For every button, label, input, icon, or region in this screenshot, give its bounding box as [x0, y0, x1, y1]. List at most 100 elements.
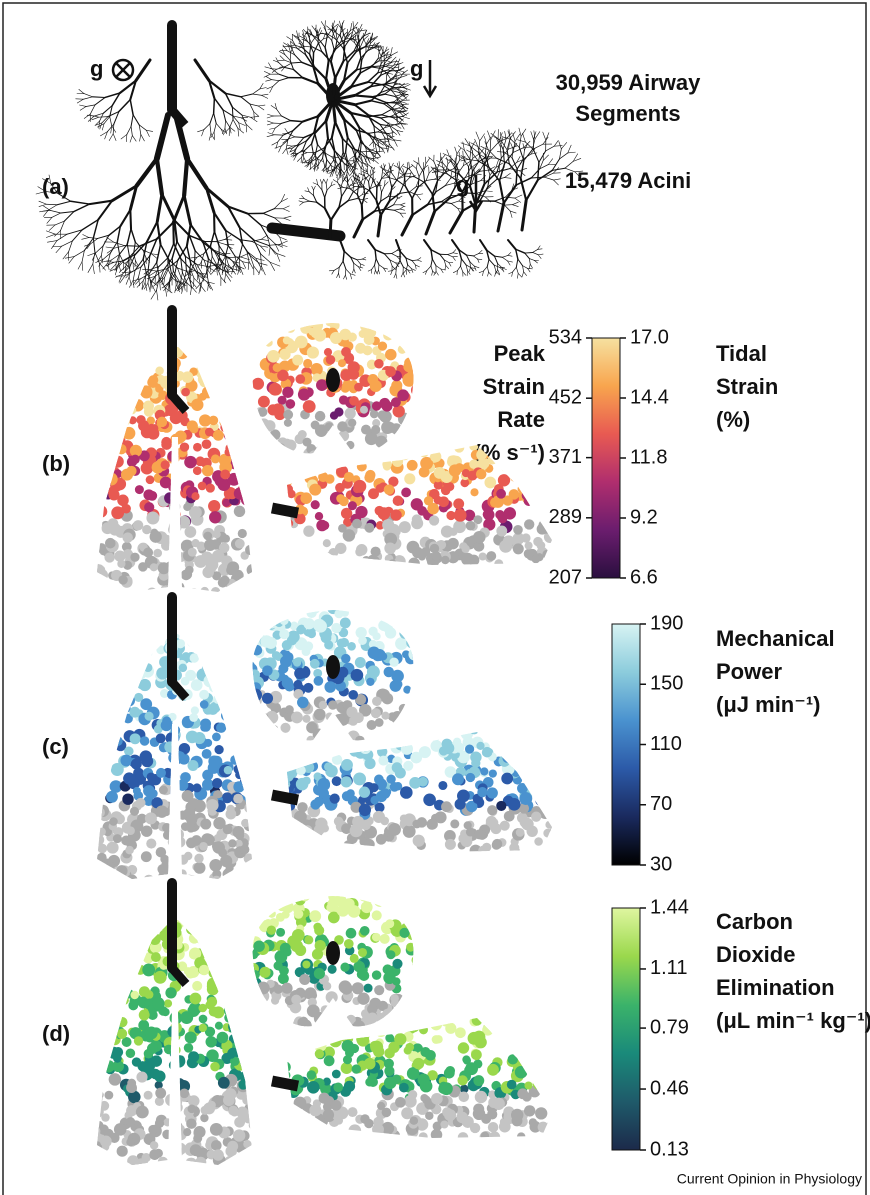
airway-branch	[81, 261, 84, 271]
airway-branch	[368, 134, 376, 145]
lung-voxel	[364, 432, 378, 446]
airway-branch	[402, 266, 408, 271]
airway-branch	[335, 25, 338, 33]
airway-branch	[297, 137, 305, 145]
airway-branch	[42, 178, 52, 184]
airway-branch	[521, 271, 524, 277]
airway-branch	[334, 42, 344, 51]
airway-branch	[281, 139, 289, 147]
lung-voxel	[306, 346, 319, 359]
airway-branch	[395, 124, 402, 129]
airway-branch	[282, 148, 287, 154]
airway-branch	[372, 141, 375, 148]
lung-voxel	[100, 355, 110, 364]
lung-voxel	[97, 753, 109, 766]
lung-voxel	[521, 467, 530, 476]
lung-voxel	[412, 445, 426, 449]
airway-branch	[153, 280, 160, 287]
airway-branch	[442, 153, 450, 157]
airway-branch	[232, 115, 242, 119]
lung-voxel	[383, 330, 394, 341]
lung-voxel	[88, 545, 96, 553]
lung-voxel	[238, 679, 247, 688]
airway-branch	[160, 192, 176, 222]
airway-branch	[473, 255, 478, 260]
lung-voxel	[119, 358, 132, 372]
airway-branch	[378, 141, 384, 146]
airway-branch	[306, 31, 310, 38]
lung-voxel	[558, 540, 566, 548]
airway-branch	[41, 210, 51, 212]
lung-voxel	[228, 642, 238, 652]
lung-voxel	[452, 773, 464, 786]
lung-voxel	[281, 640, 292, 651]
airway-branch	[282, 208, 290, 212]
airway-branch	[252, 88, 261, 95]
lung-voxel	[253, 812, 263, 822]
lung-voxel	[144, 990, 154, 1000]
lung-voxel	[253, 1067, 264, 1078]
lung-voxel	[97, 473, 110, 486]
lung-voxel	[379, 788, 391, 799]
airway-branch	[107, 252, 111, 264]
airway-branch	[468, 267, 471, 272]
airway-branch	[385, 145, 389, 153]
airway-branch	[360, 263, 365, 266]
lung-voxel	[149, 563, 158, 572]
airway-branch	[294, 144, 299, 152]
airway-branch	[506, 138, 511, 151]
lung-voxel	[125, 946, 139, 960]
airway-branch	[364, 32, 371, 36]
lung-voxel	[97, 363, 104, 376]
lung-voxel	[532, 732, 543, 743]
lung-voxel	[324, 741, 334, 751]
lung-voxel	[146, 416, 156, 425]
airway-branch	[400, 272, 404, 278]
lung-voxel	[253, 443, 266, 454]
lung-voxel	[200, 939, 213, 952]
airway-branch	[253, 239, 262, 255]
airway-branch	[346, 33, 351, 40]
airway-branch	[378, 269, 381, 275]
airway-branch	[302, 36, 305, 45]
lung-voxel	[460, 478, 470, 488]
lung-voxel	[130, 552, 140, 562]
lung-voxel	[287, 840, 295, 852]
airway-branch	[379, 185, 382, 193]
airway-branch	[232, 119, 239, 129]
airway-branch	[278, 145, 282, 153]
airway-branch	[487, 174, 491, 188]
airway-branch	[222, 109, 227, 121]
lung-voxel	[320, 520, 330, 530]
airway-branch	[456, 147, 462, 155]
airway-branch	[352, 268, 355, 274]
lung-voxel	[328, 700, 338, 710]
lung-voxel	[272, 612, 282, 622]
lung-voxel	[186, 908, 196, 918]
lung-voxel	[186, 335, 197, 346]
airway-branch	[485, 249, 490, 261]
lung-voxel	[224, 1156, 236, 1165]
airway-branch	[501, 136, 512, 140]
airway-branch	[360, 263, 362, 268]
gravity-label: g	[410, 56, 423, 81]
airway-branch	[113, 241, 126, 247]
lung-voxel	[224, 430, 235, 442]
colorbar-title: Peak	[494, 341, 546, 366]
panel-label: (b)	[42, 451, 70, 476]
airway-branch	[109, 267, 118, 272]
airway-branch	[283, 217, 291, 221]
airway-branch	[141, 282, 146, 291]
airway-branch	[340, 20, 345, 28]
airway-branch	[398, 107, 405, 110]
airway-branch	[384, 181, 389, 187]
airway-branch	[87, 263, 94, 273]
lung-voxel	[115, 366, 128, 380]
airway-branch	[95, 122, 103, 126]
lung-voxel	[527, 771, 541, 784]
airway-branch	[501, 267, 505, 273]
lung-voxel	[206, 799, 219, 812]
lung-voxel	[301, 833, 311, 844]
airway-branch	[507, 255, 513, 257]
lung-voxel	[383, 484, 395, 495]
